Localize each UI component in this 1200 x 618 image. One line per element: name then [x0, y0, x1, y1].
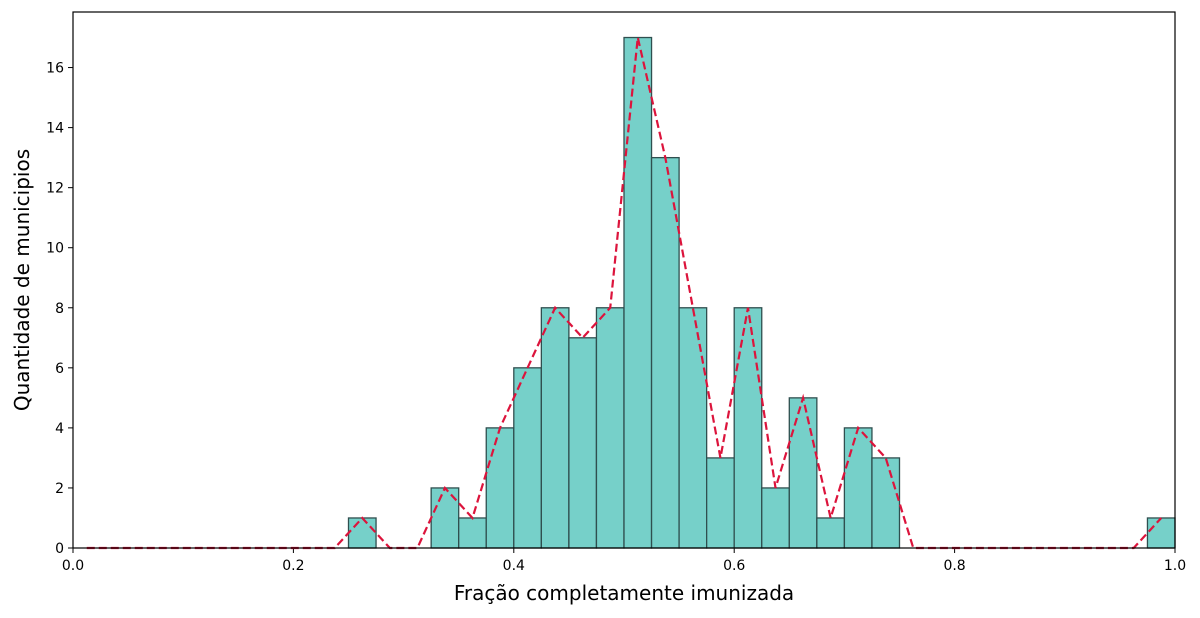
bar: [678, 307, 708, 549]
y-tick-label: 12: [46, 181, 64, 197]
bar: [540, 307, 570, 549]
y-tick-label: 0: [55, 541, 64, 557]
y-axis-title: Quantidade de municipios: [10, 149, 34, 411]
y-tick-label: 4: [55, 421, 64, 437]
plot-frame: [72, 11, 1176, 549]
y-tick-label: 16: [46, 61, 64, 77]
x-tick-label: 0.2: [282, 558, 304, 574]
y-tick-label: 14: [46, 121, 64, 137]
y-tick-label: 8: [55, 301, 64, 317]
y-tick-label: 2: [55, 481, 64, 497]
x-tick-label: 0.4: [503, 558, 525, 574]
bar: [513, 367, 542, 549]
bar: [623, 36, 653, 549]
bar: [595, 307, 625, 549]
bar: [761, 487, 790, 549]
y-tick-label: 6: [55, 361, 64, 377]
x-tick-label: 0.0: [62, 558, 84, 574]
bar: [733, 307, 763, 549]
x-tick-label: 1.0: [1164, 558, 1186, 574]
bar: [788, 397, 818, 549]
bar: [843, 427, 873, 549]
x-axis-title: Fração completamente imunizada: [454, 581, 794, 605]
x-tick-label: 0.8: [943, 558, 965, 574]
bar: [871, 457, 901, 549]
bar: [816, 517, 846, 549]
x-tick-label: 0.6: [723, 558, 745, 574]
y-tick-label: 10: [46, 241, 64, 257]
bar: [485, 427, 515, 549]
bar: [706, 457, 735, 549]
bar: [568, 337, 598, 549]
bar: [1146, 517, 1176, 549]
bar: [347, 517, 377, 549]
bar: [458, 517, 487, 549]
